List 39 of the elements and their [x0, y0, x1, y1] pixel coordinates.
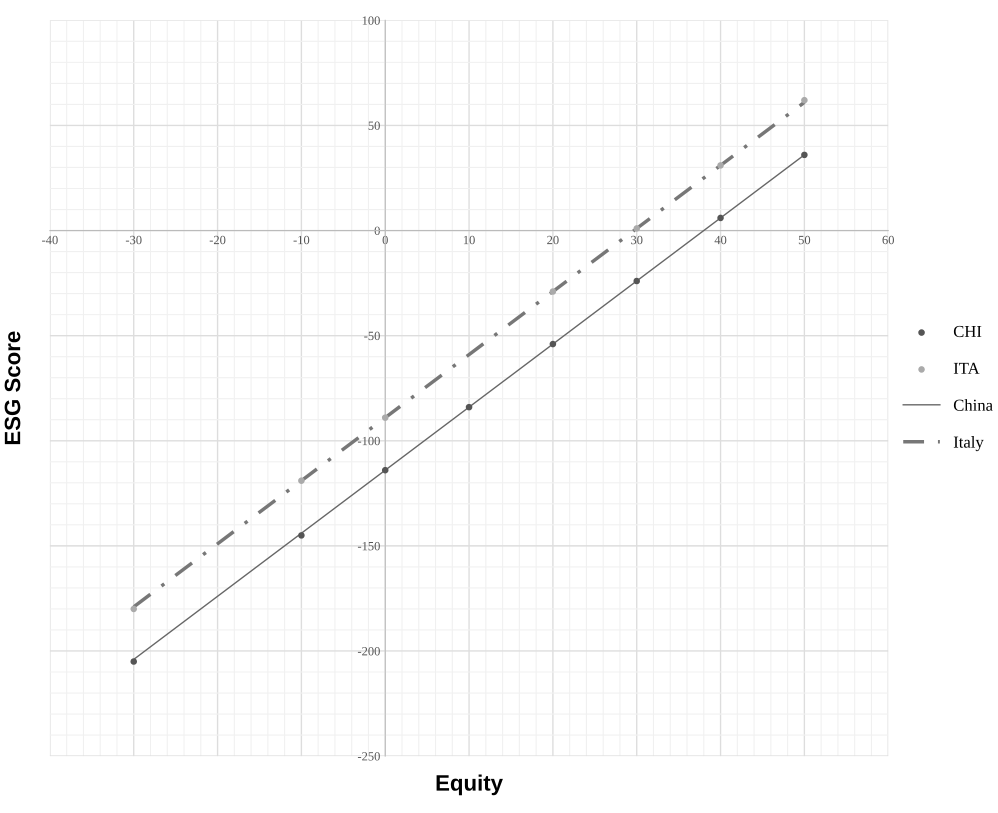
- point: [130, 658, 138, 665]
- point: [717, 214, 724, 222]
- x-tick-label: 10: [464, 236, 475, 244]
- point: [633, 225, 640, 232]
- point: [298, 477, 305, 484]
- x-tick-label: -30: [126, 236, 142, 244]
- point: [466, 404, 472, 410]
- y-tick-label: 50: [368, 121, 380, 130]
- legend-label: CHI: [954, 326, 982, 338]
- y-tick-label: -50: [364, 332, 380, 340]
- legend-label: Italy: [954, 436, 984, 452]
- x-tick-label: 20: [547, 236, 559, 244]
- x-tick-label: -10: [294, 236, 310, 244]
- legend-label: China: [954, 399, 993, 411]
- x-tick-label: 30: [631, 236, 642, 244]
- x-tick-label: -40: [42, 236, 58, 244]
- y-axis-title: ESG Score: [4, 332, 20, 444]
- point: [382, 466, 389, 474]
- point: [382, 414, 389, 421]
- legend-label: ITA: [954, 362, 980, 374]
- x-tick-label: 50: [798, 236, 810, 244]
- x-tick-label: 60: [882, 236, 894, 244]
- y-tick-label: -250: [358, 752, 380, 761]
- point: [801, 152, 808, 158]
- y-tick-label: -150: [358, 542, 380, 550]
- x-tick-label: 40: [714, 236, 726, 244]
- point: [550, 288, 556, 295]
- point: [633, 278, 640, 284]
- y-tick-label: -100: [358, 436, 380, 446]
- y-tick-label: 100: [362, 16, 380, 25]
- x-tick-label: -20: [210, 236, 226, 244]
- y-tick-label: -200: [358, 647, 380, 656]
- x-tick-label: 0: [382, 236, 388, 244]
- point: [801, 96, 808, 104]
- point: [550, 340, 556, 348]
- point: [298, 532, 305, 539]
- x-axis-title: Equity: [436, 774, 503, 796]
- point: [717, 162, 724, 169]
- point: [130, 606, 138, 612]
